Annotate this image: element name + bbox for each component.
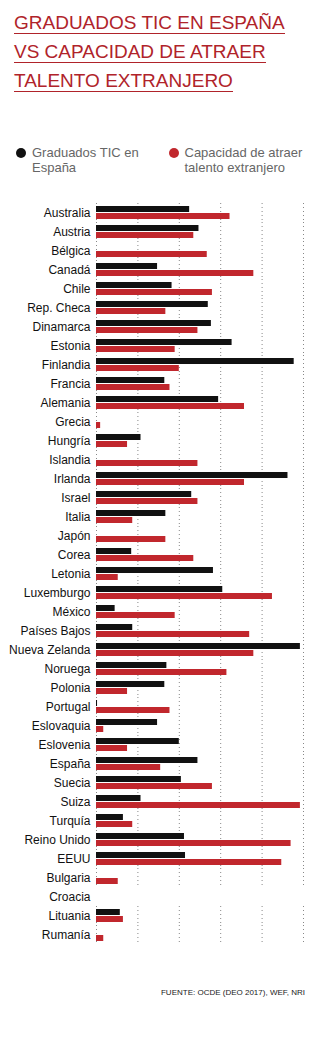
svg-text:Islandia: Islandia xyxy=(49,453,91,467)
svg-text:Suiza: Suiza xyxy=(60,795,90,809)
html-text:Graduados TIC en España vs cap: Graduados TIC en España vs capacidad de … xyxy=(14,12,285,91)
svg-text:Portugal: Portugal xyxy=(46,700,91,714)
svg-text:Alemania: Alemania xyxy=(40,396,90,410)
svg-text:Polonia: Polonia xyxy=(50,681,90,695)
svg-text:Suecia: Suecia xyxy=(54,776,91,790)
svg-text:Italia: Italia xyxy=(65,510,91,524)
svg-text:Irlanda: Irlanda xyxy=(54,472,91,486)
svg-text:Luxemburgo: Luxemburgo xyxy=(24,586,91,600)
svg-text:Canadá: Canadá xyxy=(48,263,90,277)
svg-text:Letonia: Letonia xyxy=(51,567,91,581)
svg-text:Nueva Zelanda: Nueva Zelanda xyxy=(9,643,91,657)
svg-text:Reino Unido: Reino Unido xyxy=(24,833,90,847)
html-text:Graduados TIC en España: Graduados TIC en España xyxy=(32,145,139,175)
svg-text:Eslovenia: Eslovenia xyxy=(38,738,90,752)
svg-text:Países Bajos: Países Bajos xyxy=(20,624,90,638)
svg-text:Dinamarca: Dinamarca xyxy=(32,320,90,334)
svg-text:Rep. Checa: Rep. Checa xyxy=(27,301,91,315)
svg-text:Francia: Francia xyxy=(50,377,90,391)
svg-text:Rumanía: Rumanía xyxy=(42,928,91,942)
svg-text:Austria: Austria xyxy=(53,225,91,239)
svg-text:Australia: Australia xyxy=(44,206,91,220)
svg-text:Hungría: Hungría xyxy=(48,434,91,448)
svg-text:Israel: Israel xyxy=(61,491,90,505)
svg-text:Japón: Japón xyxy=(58,529,91,543)
svg-text:Bulgaria: Bulgaria xyxy=(46,871,90,885)
svg-text:Corea: Corea xyxy=(58,548,91,562)
svg-text:Estonia: Estonia xyxy=(50,339,90,353)
svg-text:Grecia: Grecia xyxy=(55,415,91,429)
svg-text:EEUU: EEUU xyxy=(57,852,90,866)
svg-text:Lituania: Lituania xyxy=(48,909,90,923)
svg-text:Noruega: Noruega xyxy=(44,662,90,676)
svg-text:Croacia: Croacia xyxy=(49,890,91,904)
svg-text:Eslovaquia: Eslovaquia xyxy=(32,719,91,733)
svg-text:Chile: Chile xyxy=(63,282,91,296)
svg-text:Turquía: Turquía xyxy=(50,814,91,828)
svg-text:México: México xyxy=(52,605,90,619)
svg-text:Bélgica: Bélgica xyxy=(51,244,91,258)
svg-text:España: España xyxy=(50,757,91,771)
svg-text:Finlandia: Finlandia xyxy=(42,358,91,372)
html-text:FUENTE: OCDE (DEO 2017), WEF,: FUENTE: OCDE (DEO 2017), WEF, NRI xyxy=(161,987,305,997)
html-text:Capacidad de atraer talento ex: Capacidad de atraer talento extranjero xyxy=(184,145,303,175)
